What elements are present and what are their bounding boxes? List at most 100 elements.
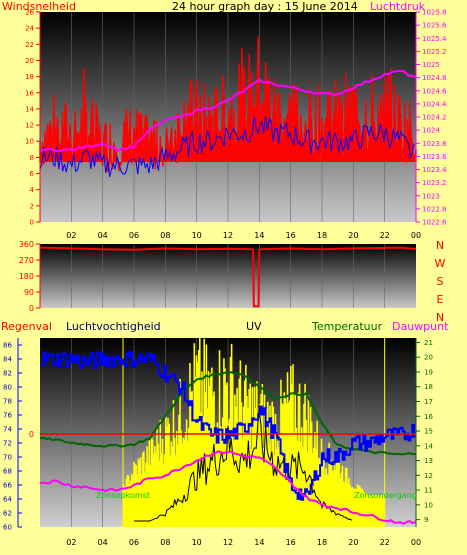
y-right-tick-label: 1023.4 xyxy=(422,166,447,174)
y-right-tick-label: 1024.8 xyxy=(422,74,447,82)
x-tick-label: 00 xyxy=(411,231,421,240)
x-tick-label: 04 xyxy=(98,231,108,240)
compass-label: W xyxy=(435,257,446,270)
y-left-tick-label: 10 xyxy=(25,138,34,146)
wind-gust-line xyxy=(39,36,417,173)
y-left-tick-label: 18 xyxy=(25,73,34,81)
humidity-tick-label: 84 xyxy=(3,356,12,364)
dewpoint-label: Dauwpunt xyxy=(392,320,449,333)
direction-tick-label: 360 xyxy=(19,240,34,249)
pressure-label: Luchtdruk xyxy=(370,0,426,13)
y-right-tick-label: 1022.6 xyxy=(422,219,447,227)
chart-title: 24 hour graph day : 15 June 2014 xyxy=(172,0,358,13)
humidity-tick-label: 70 xyxy=(3,454,12,462)
direction-tick-label: 0 xyxy=(29,304,34,313)
humidity-tick-label: 86 xyxy=(3,342,12,350)
humidity-tick-label: 78 xyxy=(3,398,12,406)
humidity-tick-label: 76 xyxy=(3,412,12,420)
x-tick-label: 14 xyxy=(254,538,264,547)
temperature-tick-label: 18 xyxy=(424,383,433,391)
y-right-tick-label: 1023.2 xyxy=(422,179,447,187)
uv-base-area xyxy=(123,495,385,527)
y-right-tick-label: 1025.2 xyxy=(422,48,447,56)
y-right-tick-label: 1024.6 xyxy=(422,87,447,95)
humidity-line xyxy=(40,350,416,501)
x-tick-label: 06 xyxy=(129,231,139,240)
temperature-tick-label: 13 xyxy=(424,457,433,465)
x-tick-label: 12 xyxy=(223,538,233,547)
x-tick-label: 20 xyxy=(348,231,358,240)
x-tick-label: 10 xyxy=(192,538,202,547)
temperature-tick-label: 21 xyxy=(424,339,433,347)
y-left-tick-label: 12 xyxy=(25,122,34,130)
y-left-tick-label: 14 xyxy=(25,105,34,113)
direction-tick-label: 180 xyxy=(19,272,34,281)
humidity-tick-label: 66 xyxy=(3,482,12,490)
temperature-tick-label: 11 xyxy=(424,487,433,495)
y-right-tick-label: 1025.4 xyxy=(422,35,447,43)
humidity-tick-label: 60 xyxy=(3,524,12,532)
humidity-tick-label: 64 xyxy=(3,496,12,504)
compass-label: S xyxy=(437,275,444,288)
compass-label: N xyxy=(436,239,444,252)
x-tick-label: 22 xyxy=(380,538,390,547)
y-right-tick-label: 1022.8 xyxy=(422,205,447,213)
y-left-tick-label: 0 xyxy=(30,219,34,227)
humidity-tick-label: 62 xyxy=(3,510,12,518)
humidity-tick-label: 74 xyxy=(3,426,12,434)
x-tick-label: 12 xyxy=(223,231,233,240)
x-tick-label: 22 xyxy=(380,231,390,240)
humidity-tick-label: 82 xyxy=(3,370,12,378)
y-left-tick-label: 4 xyxy=(30,186,35,194)
pressure-line xyxy=(39,69,417,153)
y-right-tick-label: 1024.4 xyxy=(422,100,447,108)
temperature-line xyxy=(39,371,417,456)
x-tick-label: 08 xyxy=(160,538,170,547)
humidity-tick-label: 68 xyxy=(3,468,12,476)
x-tick-label: 18 xyxy=(317,538,327,547)
direction-tick-label: 90 xyxy=(24,288,34,297)
y-right-tick-label: 1024.2 xyxy=(422,114,447,122)
sunset-label: Zonsondergang xyxy=(354,491,417,500)
y-left-tick-label: 24 xyxy=(25,25,34,33)
temperature-tick-label: 14 xyxy=(424,442,433,450)
x-tick-label: 06 xyxy=(129,538,139,547)
wind-speed-label: Windsnelheid xyxy=(2,0,76,13)
x-tick-label: 02 xyxy=(66,538,76,547)
wind-avg-line xyxy=(39,116,415,178)
x-tick-label: 10 xyxy=(192,231,202,240)
x-tick-label: 20 xyxy=(348,538,358,547)
x-tick-label: 08 xyxy=(160,231,170,240)
y-left-tick-label: 22 xyxy=(25,41,34,49)
dewpoint-line xyxy=(39,450,417,526)
temperature-tick-label: 15 xyxy=(424,428,433,436)
x-tick-label: 18 xyxy=(317,231,327,240)
sunrise-label: Zonsopkomst xyxy=(96,491,150,500)
x-tick-label: 14 xyxy=(254,231,264,240)
y-left-tick-label: 26 xyxy=(25,9,34,17)
y-left-tick-label: 6 xyxy=(30,170,35,178)
solar-line xyxy=(134,411,353,522)
x-tick-label: 04 xyxy=(98,538,108,547)
humidity-tick-label: 72 xyxy=(3,440,12,448)
humidity-tick-label: 80 xyxy=(3,384,12,392)
y-right-tick-label: 1023 xyxy=(422,192,440,200)
temperature-tick-label: 17 xyxy=(424,398,433,406)
temperature-tick-label: 20 xyxy=(424,354,433,362)
y-left-tick-label: 2 xyxy=(30,202,34,210)
x-tick-label: 00 xyxy=(411,538,421,547)
temperature-tick-label: 12 xyxy=(424,472,433,480)
y-right-tick-label: 1025.6 xyxy=(422,22,447,30)
y-left-tick-label: 20 xyxy=(25,57,34,65)
rain-value-label: 0 xyxy=(29,430,34,439)
y-left-tick-label: 16 xyxy=(25,89,34,97)
x-tick-label: 16 xyxy=(286,538,296,547)
y-right-tick-label: 1024 xyxy=(422,127,440,135)
compass-label: N xyxy=(436,311,444,324)
y-right-tick-label: 1025 xyxy=(422,61,440,69)
y-left-tick-label: 8 xyxy=(30,154,34,162)
direction-line xyxy=(39,246,417,308)
humidity-label: Luchtvochtigheid xyxy=(66,320,161,333)
x-tick-label: 16 xyxy=(286,231,296,240)
